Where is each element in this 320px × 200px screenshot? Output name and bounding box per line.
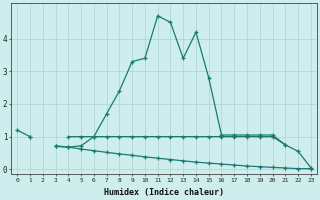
X-axis label: Humidex (Indice chaleur): Humidex (Indice chaleur) xyxy=(104,188,224,197)
